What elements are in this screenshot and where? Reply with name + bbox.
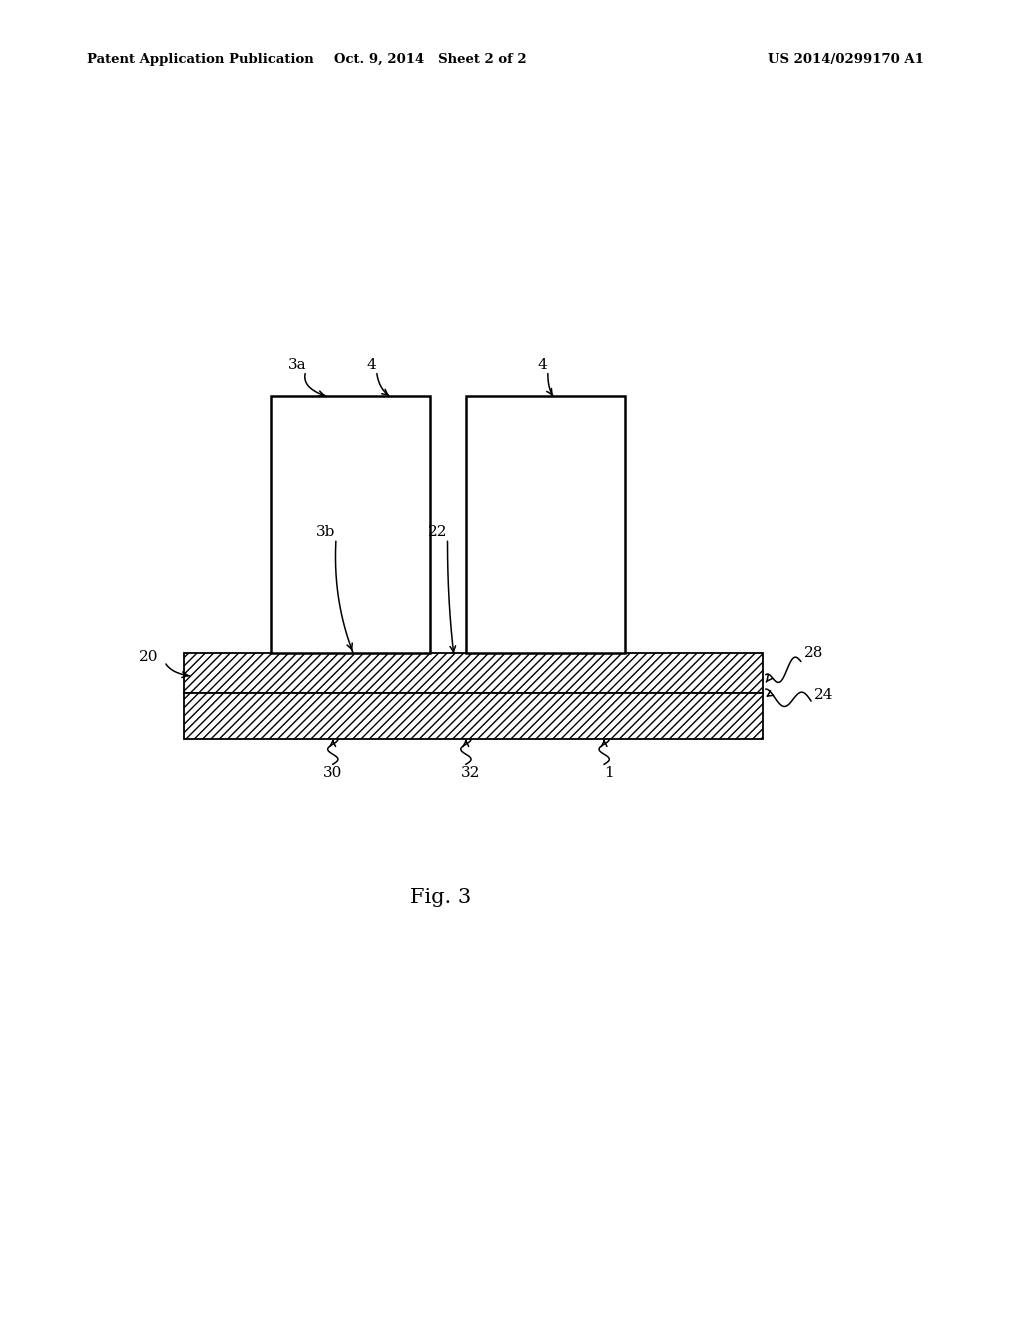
Bar xyxy=(184,653,763,693)
Text: 4: 4 xyxy=(367,358,377,372)
Text: Oct. 9, 2014   Sheet 2 of 2: Oct. 9, 2014 Sheet 2 of 2 xyxy=(334,53,526,66)
Text: 1: 1 xyxy=(604,766,614,780)
Text: Fig. 3: Fig. 3 xyxy=(410,888,471,907)
Text: 24: 24 xyxy=(814,688,834,702)
Text: US 2014/0299170 A1: US 2014/0299170 A1 xyxy=(768,53,924,66)
Text: 28: 28 xyxy=(804,645,823,660)
Text: 3b: 3b xyxy=(316,524,335,539)
Text: 20: 20 xyxy=(139,651,159,664)
Text: 4: 4 xyxy=(538,358,548,372)
Bar xyxy=(466,396,625,653)
Text: 32: 32 xyxy=(462,766,480,780)
Bar xyxy=(271,396,430,653)
Bar xyxy=(184,693,763,739)
Text: 3a: 3a xyxy=(288,358,306,372)
Text: Patent Application Publication: Patent Application Publication xyxy=(87,53,313,66)
Text: 22: 22 xyxy=(427,524,447,539)
Text: 30: 30 xyxy=(324,766,342,780)
